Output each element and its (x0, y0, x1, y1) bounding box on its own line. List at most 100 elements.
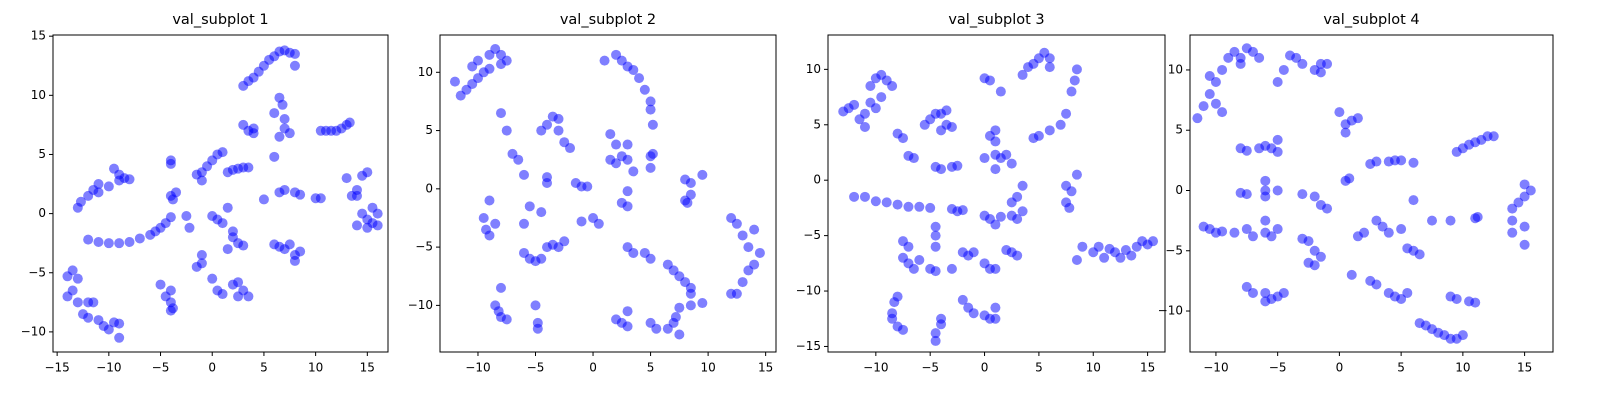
scatter-point (743, 242, 754, 253)
x-tick-label: 0 (981, 361, 989, 375)
scatter-point (1291, 52, 1302, 63)
y-tick-label: 0 (38, 206, 46, 220)
scatter-point (639, 84, 650, 95)
subplot: val_subplot 4 −10 −5 0 5 10 15 −10 −5 0 5 10 (1158, 12, 1554, 375)
scatter-point (941, 105, 952, 116)
x-tick-label: 0 (208, 361, 216, 375)
scatter-point (1260, 191, 1271, 202)
scatter-point (1519, 179, 1530, 190)
x-tick-label: −10 (96, 361, 121, 375)
axes-frame (439, 34, 777, 353)
scatter-point (258, 194, 269, 205)
scatter-point (892, 199, 903, 210)
scatter-point (217, 147, 228, 158)
scatter-point (279, 113, 290, 124)
scatter-point (1093, 241, 1104, 252)
scatter-point (165, 158, 176, 169)
scatter-point (484, 230, 495, 241)
y-tick-label: 10 (31, 88, 46, 102)
x-tick-label: 15 (360, 361, 375, 375)
x-tick-label: 15 (1517, 361, 1532, 375)
scatter-point (1396, 155, 1407, 166)
x-tick-label: 0 (589, 361, 597, 375)
scatter-point (731, 218, 742, 229)
scatter-point (1297, 58, 1308, 69)
scatter-point (1017, 206, 1028, 217)
scatter-point (859, 121, 870, 132)
x-tick-label: −5 (921, 361, 939, 375)
scatter-point (1334, 107, 1345, 118)
y-tick-label: 0 (425, 181, 433, 195)
scatter-point (1371, 215, 1382, 226)
scatter-point (622, 306, 633, 317)
x-tick-label: −15 (44, 361, 69, 375)
x-tick-label: 5 (1035, 361, 1043, 375)
scatter-point (484, 195, 495, 206)
y-tick-label: −5 (415, 240, 433, 254)
scatter-point (536, 253, 547, 264)
scatter-point (995, 86, 1006, 97)
scatter-point (495, 59, 506, 70)
scatter-point (167, 303, 178, 314)
scatter-point (685, 300, 696, 311)
scatter-point (605, 154, 616, 165)
scatter-point (1055, 119, 1066, 130)
scatter-point (628, 247, 639, 258)
scatter-point (1309, 245, 1320, 256)
scatter-point (849, 191, 860, 202)
scatter-point (1266, 231, 1277, 242)
scatter-point (1383, 227, 1394, 238)
x-tick-label: 0 (1336, 361, 1344, 375)
scatter-point (930, 335, 941, 346)
scatter-point (697, 298, 708, 309)
scatter-point (1278, 287, 1289, 298)
scatter-point (1309, 260, 1320, 271)
subplot-title: val_subplot 2 (560, 12, 656, 28)
scatter-point (1396, 293, 1407, 304)
scatter-point (114, 318, 125, 329)
scatter-point (1066, 186, 1077, 197)
scatter-point (478, 67, 489, 78)
scatter-point (1204, 70, 1215, 81)
scatter-point (1064, 202, 1075, 213)
scatter-point (134, 233, 145, 244)
scatter-point (1148, 236, 1159, 247)
scatter-point (1217, 107, 1228, 118)
scatter-point (737, 277, 748, 288)
scatter-point (1241, 224, 1252, 235)
y-tick-label: 5 (425, 123, 433, 137)
scatter-point (930, 230, 941, 241)
scatter-point (1272, 146, 1283, 157)
scatter-point (622, 139, 633, 150)
scatter-point (83, 234, 94, 245)
scatter-point (289, 255, 300, 266)
scatter-point (936, 125, 947, 136)
scatter-point (576, 216, 587, 227)
scatter-point (274, 131, 285, 142)
scatter-point (1260, 215, 1271, 226)
scatter-point (1210, 77, 1221, 88)
scatter-point (165, 285, 176, 296)
scatter-point (859, 108, 870, 119)
scatter-point (889, 297, 900, 308)
scatter-point (1071, 255, 1082, 266)
scatter-point (881, 197, 892, 208)
y-tick-label: −10 (1158, 304, 1183, 318)
scatter-point (1217, 226, 1228, 237)
scatter-point (1396, 224, 1407, 235)
scatter-point (1260, 296, 1271, 307)
scatter-point (1340, 127, 1351, 138)
scatter-point (582, 181, 593, 192)
scatter-point (553, 113, 564, 124)
scatter-point (946, 263, 957, 274)
scatter-point (1006, 197, 1017, 208)
scatter-point (952, 160, 963, 171)
scatter-point (1241, 145, 1252, 156)
scatter-point (472, 55, 483, 66)
x-tick-label: −5 (527, 361, 545, 375)
scatter-point (634, 73, 645, 84)
scatter-point (1028, 133, 1039, 144)
scatter-point (1012, 250, 1023, 261)
scatter-point (114, 332, 125, 343)
scatter-point (865, 80, 876, 91)
